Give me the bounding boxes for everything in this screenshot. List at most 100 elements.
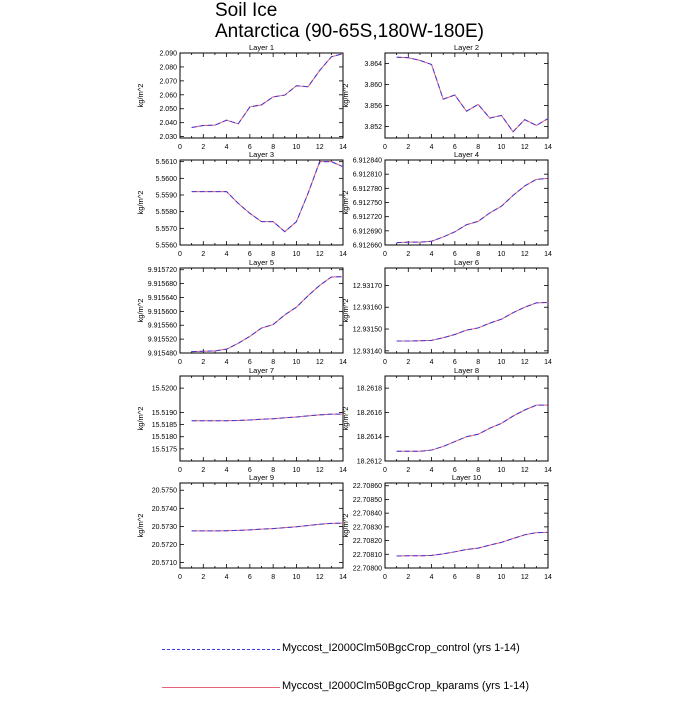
x-tick-label: 14 (339, 574, 347, 581)
x-tick-label: 4 (225, 574, 229, 581)
x-tick-label: 2 (406, 251, 410, 258)
y-tick-label: 3.860 (364, 82, 382, 89)
plot-frame (179, 375, 344, 462)
y-tick-label: 5.5560 (156, 243, 178, 250)
y-axis-label: kg/m^2 (136, 407, 145, 431)
panel-title: Layer 2 (454, 43, 479, 52)
series-line-kparams (396, 531, 549, 557)
y-tick-label: 9.915680 (148, 281, 177, 288)
panel-title: Layer 6 (454, 258, 479, 267)
plot-frame (384, 267, 549, 354)
y-tick-label: 9.915600 (148, 309, 177, 316)
panel-title: Layer 9 (249, 473, 274, 482)
y-tick-label: 18.2612 (357, 459, 382, 466)
x-tick-label: 4 (225, 359, 229, 366)
x-tick-label: 10 (498, 359, 506, 366)
x-tick-label: 12 (316, 467, 324, 474)
x-tick-label: 10 (498, 574, 506, 581)
x-tick-label: 14 (339, 251, 347, 258)
series-line-control (396, 301, 549, 342)
x-tick-label: 10 (293, 359, 301, 366)
figure-title: Soil Ice (215, 0, 278, 21)
x-tick-label: 6 (248, 574, 252, 581)
x-tick-label: 6 (453, 359, 457, 366)
plot-frame (384, 52, 549, 139)
x-tick-label: 2 (201, 251, 205, 258)
x-tick-label: 0 (383, 144, 387, 151)
x-tick-label: 14 (339, 359, 347, 366)
y-tick-label: 6.912660 (353, 243, 382, 250)
y-tick-label: 2.060 (159, 92, 177, 99)
panel-title: Layer 8 (454, 366, 479, 375)
plot-frame (179, 482, 344, 569)
series-line-kparams (396, 404, 548, 452)
series-line-control (396, 404, 548, 452)
x-tick-label: 2 (201, 359, 205, 366)
x-tick-label: 0 (383, 467, 387, 474)
x-tick-label: 6 (248, 467, 252, 474)
x-tick-label: 14 (544, 574, 552, 581)
chart-panel: Layer 6 kg/m^2 0 2 4 6 8 10 12 14 12.93140 12.93150… (341, 258, 552, 366)
plot-frame (384, 482, 549, 569)
y-tick-label: 20.5710 (152, 560, 177, 567)
figure-title-block: Soil Ice Antarctica (90-65S,180W-180E) (215, 0, 484, 42)
y-tick-label: 22.70830 (353, 524, 382, 531)
x-tick-label: 2 (406, 467, 410, 474)
panel-title: Layer 10 (452, 473, 481, 482)
series-line-kparams (396, 301, 549, 342)
y-tick-label: 20.5730 (152, 524, 177, 531)
legend-label: Myccost_I2000Clm50BgcCrop_control (yrs 1… (282, 642, 520, 654)
x-tick-label: 4 (430, 359, 434, 366)
panel-title: Layer 4 (454, 150, 479, 159)
panel-title: Layer 1 (249, 43, 274, 52)
y-tick-label: 9.915640 (148, 295, 177, 302)
y-tick-label: 15.5185 (152, 422, 177, 429)
legend-swatch-solid (162, 687, 280, 688)
x-tick-label: 8 (271, 144, 275, 151)
legend-swatch-dashed (162, 649, 280, 650)
y-tick-label: 9.915560 (148, 323, 177, 330)
x-tick-label: 0 (178, 359, 182, 366)
chart-panel: Layer 8 kg/m^2 0 2 4 6 8 10 12 14 18.2612 18.2614 18… (341, 366, 552, 474)
x-tick-label: 6 (248, 251, 252, 258)
x-tick-label: 0 (383, 359, 387, 366)
y-axis-label: kg/m^2 (136, 514, 145, 538)
y-axis-label: kg/m^2 (341, 191, 350, 215)
series-line-control (191, 522, 344, 532)
x-tick-label: 12 (521, 144, 529, 151)
y-tick-label: 2.090 (159, 51, 177, 58)
x-tick-label: 2 (406, 144, 410, 151)
x-tick-label: 12 (316, 359, 324, 366)
panel-title: Layer 5 (249, 258, 274, 267)
x-tick-label: 12 (521, 467, 529, 474)
y-axis-label: kg/m^2 (136, 191, 145, 215)
panel-title: Layer 3 (249, 150, 274, 159)
x-tick-label: 12 (521, 574, 529, 581)
plot-frame (179, 159, 344, 246)
y-tick-label: 18.2616 (357, 410, 382, 417)
y-axis-label: kg/m^2 (341, 407, 350, 431)
chart-panel: Layer 7 kg/m^2 0 2 4 6 8 10 12 14 15.5175 15.5180 15… (136, 366, 347, 474)
legend: Myccost_I2000Clm50BgcCrop_control (yrs 1… (160, 640, 680, 716)
x-tick-label: 14 (544, 359, 552, 366)
x-tick-label: 14 (339, 467, 347, 474)
x-tick-label: 4 (430, 251, 434, 258)
chart-panel: Layer 9 kg/m^2 0 2 4 6 8 10 12 14 20.5710 20.5720 20… (136, 473, 347, 581)
y-tick-label: 6.912780 (353, 186, 382, 193)
plot-frame (179, 267, 344, 354)
x-tick-label: 12 (316, 574, 324, 581)
y-tick-label: 2.050 (159, 106, 177, 113)
chart-panel: Layer 5 kg/m^2 0 2 4 6 8 10 12 14 9.915480 9.915520… (136, 258, 347, 366)
y-tick-label: 12.93170 (353, 283, 382, 290)
x-tick-label: 8 (476, 359, 480, 366)
x-tick-label: 4 (225, 467, 229, 474)
chart-panel: Layer 4 kg/m^2 0 2 4 6 8 10 12 14 6.912660 6.912690… (341, 150, 552, 258)
x-tick-label: 14 (339, 144, 347, 151)
x-tick-label: 10 (293, 251, 301, 258)
x-tick-label: 2 (406, 574, 410, 581)
y-tick-label: 6.912690 (353, 228, 382, 235)
x-tick-label: 0 (178, 467, 182, 474)
x-tick-label: 2 (406, 359, 410, 366)
x-tick-label: 0 (178, 574, 182, 581)
x-tick-label: 8 (476, 574, 480, 581)
